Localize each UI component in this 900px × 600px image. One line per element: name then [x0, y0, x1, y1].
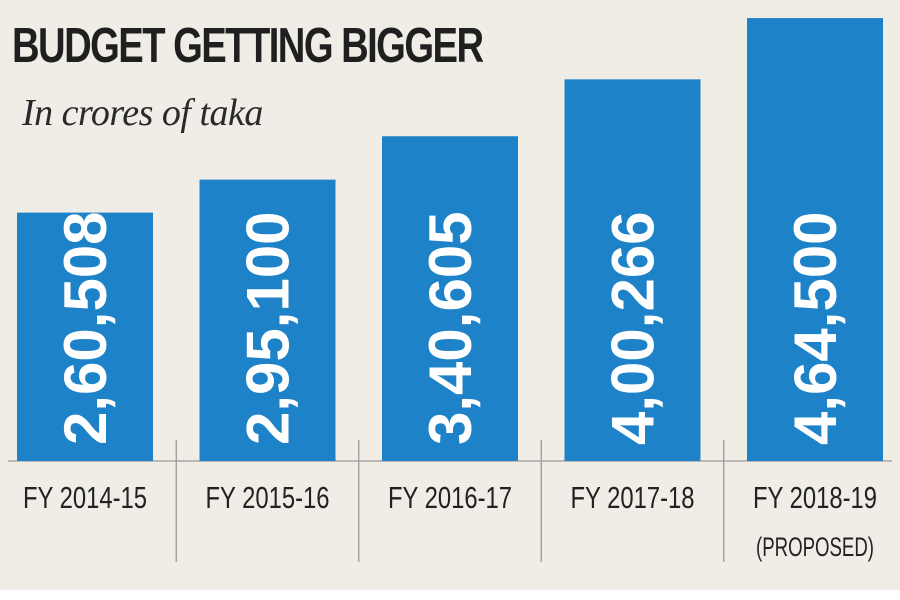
category-label: FY 2018-19 — [753, 480, 877, 515]
category-label: FY 2015-16 — [206, 480, 330, 515]
chart-subtitle: In crores of taka — [22, 92, 263, 134]
bar-fy-2016-17 — [382, 136, 518, 461]
bar-value-label: 3,40,605 — [417, 211, 484, 445]
category-label: FY 2014-15 — [23, 480, 147, 515]
bar-value-label: 4,00,266 — [600, 211, 667, 445]
bar-fy-2018-19 — [747, 18, 883, 462]
bar-value-label: 4,64,500 — [782, 211, 849, 445]
bar-value-label: 2,60,508 — [52, 211, 119, 445]
bar-value-label: 2,95,100 — [235, 211, 302, 445]
chart-title: BUDGET GETTING BIGGER — [12, 19, 484, 73]
category-note: (PROPOSED) — [756, 532, 874, 562]
bar-fy-2017-18 — [564, 79, 701, 461]
bar-fy-2015-16 — [199, 179, 336, 462]
category-label: FY 2016-17 — [388, 480, 512, 515]
bar-fy-2014-15 — [17, 212, 153, 461]
category-label: FY 2017-18 — [571, 480, 695, 515]
